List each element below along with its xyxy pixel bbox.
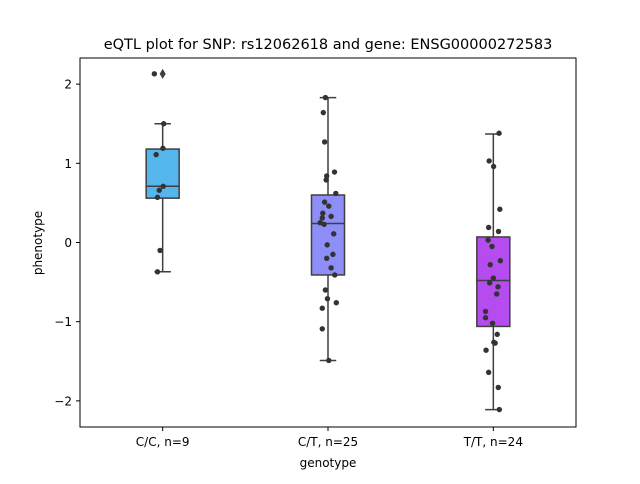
outlier-marker bbox=[159, 68, 166, 79]
data-point bbox=[151, 71, 158, 77]
box-iqr bbox=[310, 194, 346, 276]
data-point bbox=[319, 326, 325, 332]
data-point bbox=[154, 194, 161, 201]
y-tick-label: −2 bbox=[54, 394, 72, 408]
data-point bbox=[494, 291, 500, 297]
data-point bbox=[482, 315, 489, 321]
x-tick-label: C/C, n=9 bbox=[136, 435, 190, 449]
data-point bbox=[497, 258, 504, 264]
x-axis: C/C, n=9 C/T, n=25 T/T, n=24 bbox=[136, 427, 523, 449]
data-point bbox=[332, 272, 338, 278]
data-point bbox=[495, 228, 502, 235]
box-iqr bbox=[145, 148, 180, 199]
data-point bbox=[319, 215, 325, 221]
data-point bbox=[323, 177, 329, 183]
data-point bbox=[495, 284, 501, 290]
data-point bbox=[153, 151, 159, 158]
data-point bbox=[333, 190, 339, 197]
data-point bbox=[489, 320, 496, 326]
x-tick-label: T/T, n=24 bbox=[463, 435, 523, 449]
data-point bbox=[485, 369, 492, 376]
y-tick-label: 0 bbox=[64, 236, 72, 250]
data-point bbox=[324, 255, 330, 262]
box-group-0 bbox=[145, 68, 180, 273]
data-point bbox=[497, 206, 503, 212]
data-point bbox=[491, 339, 497, 345]
data-point bbox=[324, 242, 330, 248]
y-tick-label: 1 bbox=[64, 157, 72, 171]
data-point bbox=[487, 261, 493, 268]
data-point bbox=[324, 173, 330, 179]
chart-title: eQTL plot for SNP: rs12062618 and gene: … bbox=[104, 37, 553, 53]
data-point bbox=[483, 347, 489, 353]
data-point bbox=[496, 130, 502, 136]
box-iqr bbox=[476, 236, 511, 328]
data-point bbox=[489, 243, 495, 250]
data-point bbox=[331, 169, 338, 175]
strip-points bbox=[151, 71, 504, 413]
x-tick-label: C/T, n=25 bbox=[298, 435, 358, 449]
y-axis-label: phenotype bbox=[31, 211, 45, 275]
data-point bbox=[157, 247, 163, 254]
data-point bbox=[331, 231, 337, 237]
data-point bbox=[496, 406, 503, 413]
data-point bbox=[322, 287, 329, 293]
y-tick-label: −1 bbox=[54, 315, 72, 329]
data-point bbox=[485, 237, 491, 243]
data-point bbox=[324, 296, 331, 302]
data-point bbox=[328, 265, 334, 271]
data-point bbox=[319, 305, 325, 311]
y-axis: 2 1 0 −1 −2 bbox=[54, 78, 80, 408]
data-point bbox=[322, 94, 329, 101]
x-axis-label: genotype bbox=[300, 456, 357, 470]
data-point bbox=[326, 203, 332, 209]
data-point bbox=[154, 269, 161, 275]
data-point bbox=[486, 158, 492, 164]
data-point bbox=[156, 187, 162, 193]
data-point bbox=[330, 251, 336, 258]
data-point bbox=[328, 213, 334, 220]
data-point bbox=[160, 145, 166, 151]
data-point bbox=[321, 139, 328, 145]
data-point bbox=[321, 199, 328, 205]
data-point bbox=[490, 275, 497, 281]
data-point bbox=[320, 109, 327, 116]
data-point bbox=[495, 384, 501, 391]
data-point bbox=[326, 357, 332, 364]
data-point bbox=[333, 299, 340, 306]
data-point bbox=[490, 163, 497, 170]
data-point bbox=[485, 224, 492, 231]
y-tick-label: 2 bbox=[64, 78, 72, 92]
data-point bbox=[494, 331, 500, 338]
data-point bbox=[317, 220, 323, 226]
data-point bbox=[320, 210, 326, 216]
data-point bbox=[486, 280, 493, 286]
data-point bbox=[160, 183, 166, 189]
data-point bbox=[482, 308, 489, 315]
data-point bbox=[161, 121, 167, 127]
